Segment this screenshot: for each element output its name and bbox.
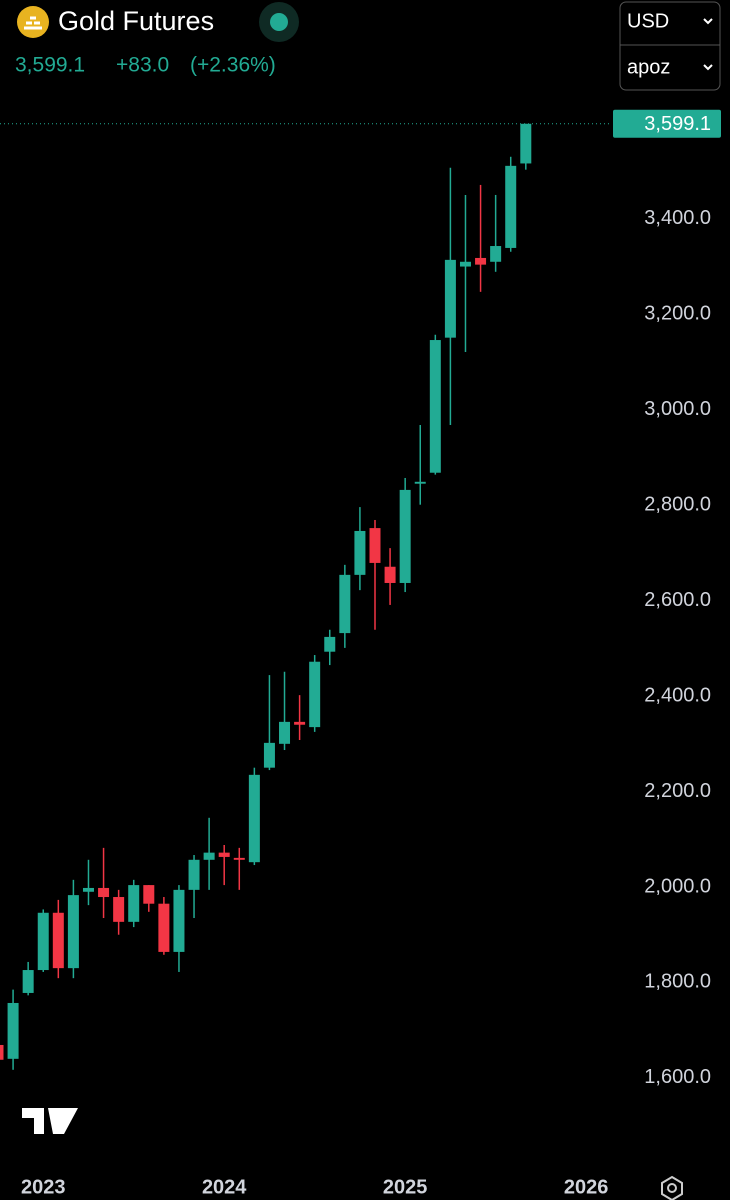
y-tick-label: 2,600.0 xyxy=(644,589,711,611)
candle-body xyxy=(309,661,321,728)
controls-box xyxy=(619,1,721,91)
x-tick-label: 2026 xyxy=(564,1176,609,1198)
candle-body xyxy=(444,259,456,338)
candle-body xyxy=(173,889,185,952)
candle-body xyxy=(143,885,155,904)
candle-body xyxy=(294,721,306,725)
x-tick-label: 2023 xyxy=(21,1176,66,1198)
candle-body xyxy=(82,887,94,892)
candle-body xyxy=(354,530,366,575)
tradingview-logo-dot xyxy=(53,1109,63,1119)
y-tick-label: 2,200.0 xyxy=(644,780,711,802)
tradingview-logo xyxy=(22,1108,78,1134)
candle-body xyxy=(188,859,200,890)
y-tick-label: 2,400.0 xyxy=(644,684,711,706)
candle-body xyxy=(324,636,336,652)
candle-body xyxy=(98,887,110,898)
chevron xyxy=(703,18,713,25)
last-price-label: 3,599.1 xyxy=(644,113,711,135)
last-price-box xyxy=(613,109,721,138)
candle-body xyxy=(263,742,275,768)
settings-button[interactable] xyxy=(661,1175,683,1200)
candle-body xyxy=(490,246,502,262)
candle-body xyxy=(7,1002,19,1059)
candle-body xyxy=(505,165,517,248)
candle-body xyxy=(0,1044,4,1060)
x-tick-label: 2024 xyxy=(202,1176,247,1198)
candle-body xyxy=(339,574,351,634)
price-change-pct: (+2.36%) xyxy=(190,54,276,77)
candle-body xyxy=(128,885,140,922)
y-tick-label: 3,200.0 xyxy=(644,303,711,325)
currency-select[interactable]: USD xyxy=(627,10,669,32)
market-status-dot xyxy=(270,13,288,31)
symbol-title: Gold Futures xyxy=(58,6,214,36)
candle-body xyxy=(369,528,381,563)
candle-body xyxy=(459,261,471,267)
candle-body xyxy=(67,895,79,969)
y-tick-label: 1,800.0 xyxy=(644,971,711,993)
candle-body xyxy=(475,257,487,265)
y-tick-label: 3,000.0 xyxy=(644,398,711,420)
candle-body xyxy=(52,912,64,969)
candle-body xyxy=(279,721,291,744)
price-change: +83.0 xyxy=(116,54,169,77)
candle-body xyxy=(22,970,34,993)
candle-body xyxy=(218,852,230,857)
x-tick-label: 2025 xyxy=(383,1176,428,1198)
candle-body xyxy=(233,857,245,860)
candle-body xyxy=(113,897,125,922)
y-tick-label: 2,000.0 xyxy=(644,875,711,897)
gold-icon xyxy=(17,6,49,38)
y-tick-label: 1,600.0 xyxy=(644,1066,711,1088)
chevron xyxy=(703,64,713,71)
candle-body xyxy=(158,903,170,952)
settings-button-center xyxy=(667,1183,677,1193)
candle-body xyxy=(37,912,49,971)
unit-select[interactable]: apoz xyxy=(627,56,670,78)
candle-body xyxy=(399,489,411,583)
y-tick-label: 2,800.0 xyxy=(644,493,711,515)
candle-body xyxy=(414,481,426,484)
candle-body xyxy=(429,340,441,473)
gold-icon-bars xyxy=(24,16,42,30)
candle-body xyxy=(520,123,532,164)
last-price: 3,599.1 xyxy=(15,54,85,77)
y-tick-label: 3,400.0 xyxy=(644,207,711,229)
candle-body xyxy=(384,566,396,583)
candle-body xyxy=(248,774,260,863)
candle-body xyxy=(203,852,215,860)
